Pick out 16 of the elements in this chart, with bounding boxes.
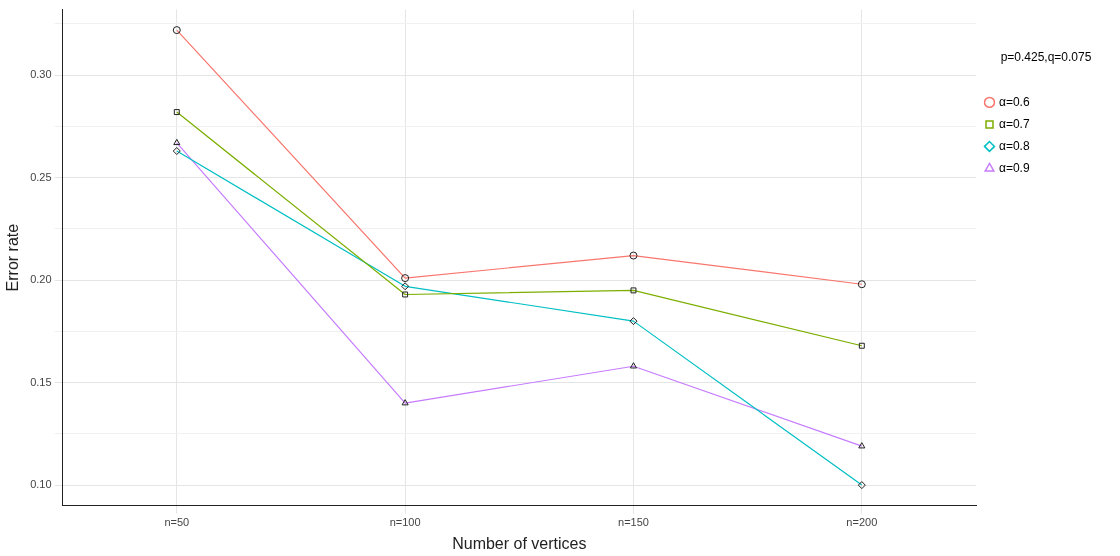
x-tick-label: n=100 [389, 516, 421, 529]
y-axis-title: Error rate [4, 223, 22, 292]
x-tick-label: n=150 [618, 516, 649, 529]
y-tick-label: 0.15 [30, 375, 52, 388]
x-tick-label: n=50 [164, 516, 190, 529]
legend-label: α=0.7 [999, 116, 1030, 131]
x-axis-title: Number of vertices [452, 534, 587, 552]
y-tick-label: 0.10 [30, 478, 52, 491]
legend-label: α=0.6 [999, 94, 1030, 109]
y-tick-label: 0.30 [30, 68, 52, 81]
x-tick-label: n=200 [846, 516, 878, 529]
legend-label: α=0.8 [999, 138, 1030, 153]
legend-title: p=0.425,q=0.075 [1000, 50, 1092, 65]
legend-label: α=0.9 [999, 160, 1030, 175]
y-tick-label: 0.25 [30, 170, 52, 183]
y-tick-label: 0.20 [30, 273, 52, 286]
